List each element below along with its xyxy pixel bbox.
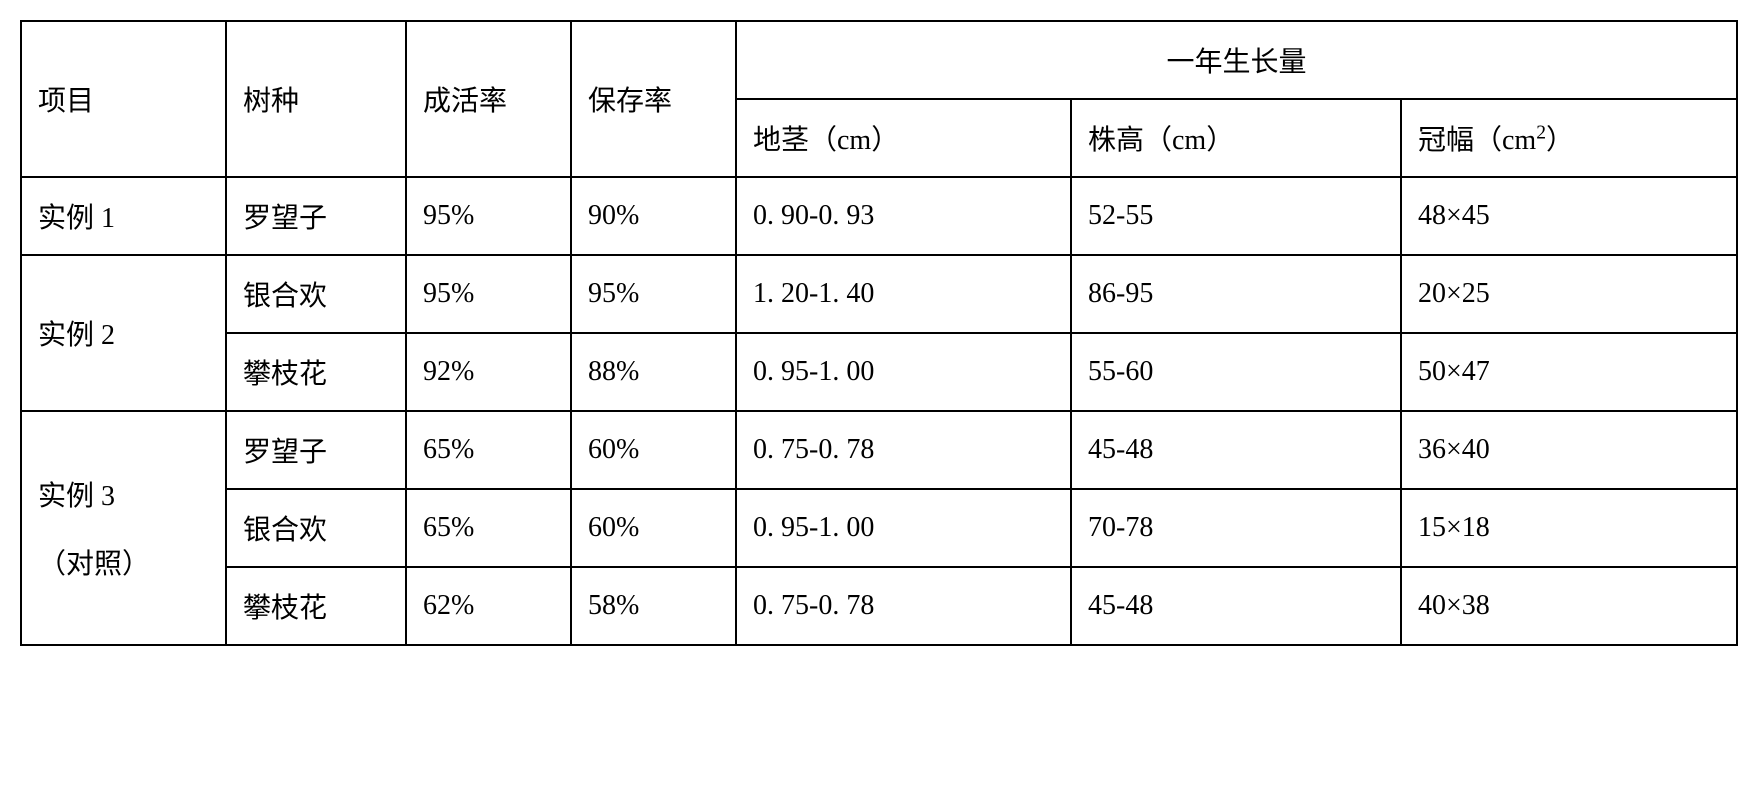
header-preservation: 保存率 <box>571 21 736 177</box>
cell-preservation: 60% <box>571 489 736 567</box>
header-crown: 冠幅（cm2） <box>1401 99 1737 177</box>
cell-crown: 50×47 <box>1401 333 1737 411</box>
cell-survival: 65% <box>406 411 571 489</box>
header-row-1: 项目 树种 成活率 保存率 一年生长量 <box>21 21 1737 99</box>
cell-diameter: 1. 20-1. 40 <box>736 255 1071 333</box>
header-diameter: 地茎（cm） <box>736 99 1071 177</box>
cell-preservation: 90% <box>571 177 736 255</box>
cell-project: 实例 3 （对照） <box>21 411 226 645</box>
cell-preservation: 88% <box>571 333 736 411</box>
cell-height: 86-95 <box>1071 255 1401 333</box>
cell-height: 55-60 <box>1071 333 1401 411</box>
header-height: 株高（cm） <box>1071 99 1401 177</box>
cell-survival: 95% <box>406 177 571 255</box>
cell-height: 45-48 <box>1071 411 1401 489</box>
growth-data-table: 项目 树种 成活率 保存率 一年生长量 地茎（cm） 株高（cm） 冠幅（cm2… <box>20 20 1738 646</box>
cell-crown: 36×40 <box>1401 411 1737 489</box>
cell-survival: 92% <box>406 333 571 411</box>
header-growth-group: 一年生长量 <box>736 21 1737 99</box>
cell-height: 45-48 <box>1071 567 1401 645</box>
cell-species: 银合欢 <box>226 255 406 333</box>
cell-survival: 65% <box>406 489 571 567</box>
table-row: 实例 2 银合欢 95% 95% 1. 20-1. 40 86-95 20×25 <box>21 255 1737 333</box>
cell-crown: 20×25 <box>1401 255 1737 333</box>
cell-height: 70-78 <box>1071 489 1401 567</box>
cell-preservation: 60% <box>571 411 736 489</box>
table-row: 实例 3 （对照） 罗望子 65% 60% 0. 75-0. 78 45-48 … <box>21 411 1737 489</box>
table-row: 银合欢 65% 60% 0. 95-1. 00 70-78 15×18 <box>21 489 1737 567</box>
cell-survival: 62% <box>406 567 571 645</box>
cell-species: 攀枝花 <box>226 567 406 645</box>
table-row: 攀枝花 62% 58% 0. 75-0. 78 45-48 40×38 <box>21 567 1737 645</box>
cell-project-line2: （对照） <box>38 542 209 582</box>
cell-species: 罗望子 <box>226 177 406 255</box>
cell-crown: 40×38 <box>1401 567 1737 645</box>
cell-diameter: 0. 95-1. 00 <box>736 489 1071 567</box>
table-row: 实例 1 罗望子 95% 90% 0. 90-0. 93 52-55 48×45 <box>21 177 1737 255</box>
header-survival: 成活率 <box>406 21 571 177</box>
header-project: 项目 <box>21 21 226 177</box>
cell-diameter: 0. 75-0. 78 <box>736 411 1071 489</box>
cell-preservation: 58% <box>571 567 736 645</box>
cell-project-line1: 实例 3 <box>38 474 209 514</box>
header-species: 树种 <box>226 21 406 177</box>
cell-project: 实例 1 <box>21 177 226 255</box>
header-crown-sup: 2 <box>1536 123 1546 144</box>
cell-diameter: 0. 90-0. 93 <box>736 177 1071 255</box>
cell-species: 银合欢 <box>226 489 406 567</box>
cell-survival: 95% <box>406 255 571 333</box>
cell-project: 实例 2 <box>21 255 226 411</box>
header-crown-text: 冠幅（cm <box>1418 125 1536 156</box>
cell-species: 攀枝花 <box>226 333 406 411</box>
cell-species: 罗望子 <box>226 411 406 489</box>
header-crown-tail: ） <box>1546 125 1574 156</box>
cell-crown: 48×45 <box>1401 177 1737 255</box>
cell-height: 52-55 <box>1071 177 1401 255</box>
cell-diameter: 0. 75-0. 78 <box>736 567 1071 645</box>
cell-preservation: 95% <box>571 255 736 333</box>
table-row: 攀枝花 92% 88% 0. 95-1. 00 55-60 50×47 <box>21 333 1737 411</box>
cell-diameter: 0. 95-1. 00 <box>736 333 1071 411</box>
cell-crown: 15×18 <box>1401 489 1737 567</box>
